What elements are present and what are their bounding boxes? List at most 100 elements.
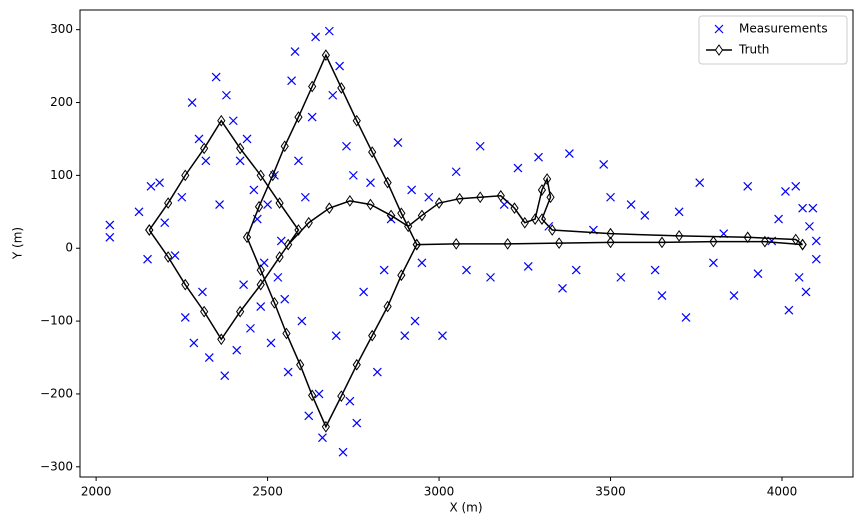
measurement-marker — [180, 313, 190, 322]
truth-marker — [321, 420, 331, 433]
measurement-marker — [729, 291, 739, 301]
truth-marker — [530, 213, 540, 225]
measurement-marker — [155, 178, 164, 188]
truth-marker — [304, 216, 313, 229]
measurement-marker — [189, 338, 199, 348]
truth-marker — [412, 238, 421, 251]
measurement-marker — [626, 200, 636, 209]
truth-marker — [296, 358, 305, 371]
measurement-marker — [674, 207, 684, 217]
measurement-marker — [324, 26, 334, 36]
truth-marker — [284, 238, 293, 251]
truth-marker — [256, 278, 265, 291]
measurement-marker — [235, 156, 245, 166]
measurement-marker — [348, 170, 358, 180]
measurement-marker — [318, 433, 327, 443]
measurement-marker — [714, 24, 724, 34]
truth-marker — [366, 198, 375, 211]
truth-marker — [368, 146, 377, 158]
truth-marker — [200, 142, 209, 155]
measurement-marker — [204, 353, 214, 362]
truth-marker — [217, 114, 226, 127]
truth-marker — [743, 231, 752, 244]
measurement-marker — [616, 272, 626, 282]
truth-marker — [709, 235, 718, 248]
measurement-marker — [784, 305, 794, 315]
x-tick-label: 2500 — [252, 485, 283, 499]
truth-marker — [308, 80, 317, 93]
truth-marker — [510, 202, 519, 215]
truth-marker — [325, 202, 334, 215]
measurement-marker — [558, 283, 567, 293]
measurement-marker — [211, 72, 221, 82]
truth-marker — [268, 169, 277, 182]
measurement-marker — [379, 265, 389, 275]
truth-marker — [256, 264, 265, 276]
measurement-marker — [753, 269, 763, 279]
measurement-marker — [294, 156, 303, 166]
measurement-marker — [198, 287, 207, 297]
x-tick-label: 4000 — [767, 485, 798, 499]
truth-marker — [242, 231, 252, 244]
truth-marker — [337, 390, 346, 403]
measurement-marker — [523, 262, 533, 271]
truth-marker — [714, 44, 724, 56]
x-tick-label: 2000 — [81, 485, 112, 499]
measurement-marker — [393, 138, 403, 148]
truth-marker — [282, 327, 291, 340]
measurement-marker — [417, 258, 427, 268]
measurement-marker — [273, 272, 283, 282]
truth-marker — [275, 197, 284, 209]
y-tick-label: 0 — [65, 241, 73, 255]
measurement-marker — [599, 160, 609, 169]
measurement-marker — [170, 251, 180, 260]
measurement-marker — [314, 389, 324, 399]
truth-marker — [368, 329, 377, 342]
measurement-marker — [194, 134, 204, 144]
truth-marker — [554, 237, 564, 250]
measurement-marker — [438, 331, 447, 341]
truth-marker — [537, 213, 547, 225]
truth-marker — [280, 140, 289, 153]
measurement-marker — [222, 90, 231, 100]
x-tick-label: 3500 — [595, 485, 626, 499]
truth-marker — [308, 389, 317, 402]
truth-marker — [383, 176, 392, 189]
measurement-marker — [160, 218, 170, 228]
measurement-marker — [215, 200, 225, 209]
measurement-marker — [345, 396, 355, 406]
measurement-marker — [263, 200, 273, 209]
measurement-marker — [808, 203, 818, 213]
truth-marker — [503, 237, 512, 250]
measurement-marker — [407, 185, 417, 195]
truth-marker — [164, 197, 173, 209]
truth-marker — [760, 235, 769, 248]
truth-marker — [236, 142, 245, 155]
measurement-marker — [300, 192, 310, 202]
truth-marker — [352, 358, 361, 371]
measurement-marker — [366, 178, 375, 188]
measurement-marker — [781, 186, 790, 196]
measurement-marker — [311, 32, 321, 42]
truth-marker — [542, 173, 552, 185]
measurement-marker — [105, 220, 115, 230]
measurement-marker — [134, 207, 144, 217]
measurement-marker — [177, 192, 187, 202]
truth-marker — [496, 189, 505, 202]
measurement-marker — [249, 185, 259, 195]
truth-marker — [181, 169, 190, 182]
truth-marker — [548, 224, 557, 236]
measurement-marker — [242, 134, 252, 144]
measurement-marker — [534, 152, 543, 162]
truth-line — [148, 53, 804, 429]
measurement-marker — [105, 232, 115, 242]
measurement-marker — [695, 178, 705, 188]
truth-marker — [606, 227, 615, 240]
truth-marker — [791, 233, 800, 246]
measurement-marker — [650, 265, 660, 275]
truth-marker — [452, 237, 461, 250]
measurement-marker — [352, 418, 362, 428]
measurement-marker — [513, 163, 523, 173]
measurement-marker — [571, 265, 581, 275]
